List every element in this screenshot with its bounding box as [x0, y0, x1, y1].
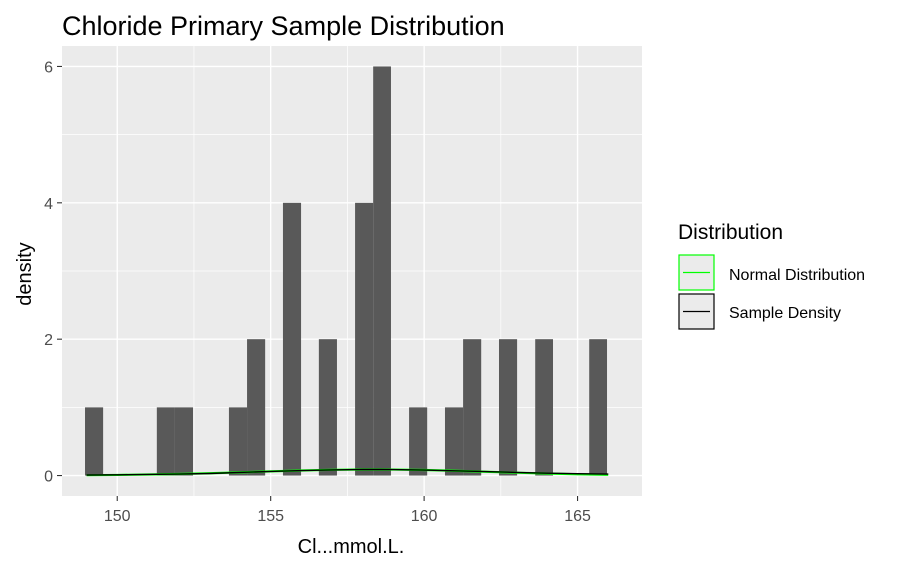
legend-label-normal: Normal Distribution — [729, 267, 865, 284]
sample-density-line — [86, 468, 609, 476]
histogram-bar — [247, 339, 266, 476]
histogram-bar — [535, 339, 554, 476]
histogram-bar — [373, 66, 391, 476]
x-tick-label: 150 — [104, 508, 131, 525]
legend: Distribution Normal Distribution Sample … — [678, 221, 865, 330]
y-tick-label: 0 — [44, 469, 53, 486]
legend-key-sample — [678, 293, 715, 330]
histogram-bar — [228, 407, 248, 476]
histogram-bar — [156, 407, 175, 476]
y-tick-label: 6 — [44, 59, 53, 76]
histogram-bar — [463, 339, 482, 476]
histogram-bar — [355, 202, 374, 476]
x-tick-label: 160 — [411, 508, 438, 525]
axis-ticks: 150 155 160 165 0 2 4 6 — [44, 59, 591, 525]
chart-title: Chloride Primary Sample Distribution — [62, 11, 505, 41]
histogram-bar — [174, 407, 194, 476]
x-axis-label: Cl...mmol.L. — [298, 536, 405, 558]
legend-label-sample: Sample Density — [729, 305, 841, 322]
histogram-bars — [85, 66, 608, 476]
histogram-bar — [318, 339, 337, 476]
histogram-bar — [498, 339, 518, 476]
x-tick-label: 165 — [564, 508, 591, 525]
density-lines — [86, 468, 609, 477]
legend-key-normal — [678, 254, 715, 291]
histogram-bar — [85, 407, 104, 476]
y-tick-label: 2 — [44, 332, 53, 349]
histogram-bar — [409, 407, 428, 476]
histogram-bar — [589, 339, 608, 476]
histogram-bar — [444, 407, 464, 476]
y-tick-label: 4 — [44, 196, 53, 213]
y-axis-label: density — [14, 242, 36, 305]
histogram-bar — [282, 202, 302, 476]
legend-title: Distribution — [678, 221, 783, 244]
x-tick-label: 155 — [257, 508, 284, 525]
